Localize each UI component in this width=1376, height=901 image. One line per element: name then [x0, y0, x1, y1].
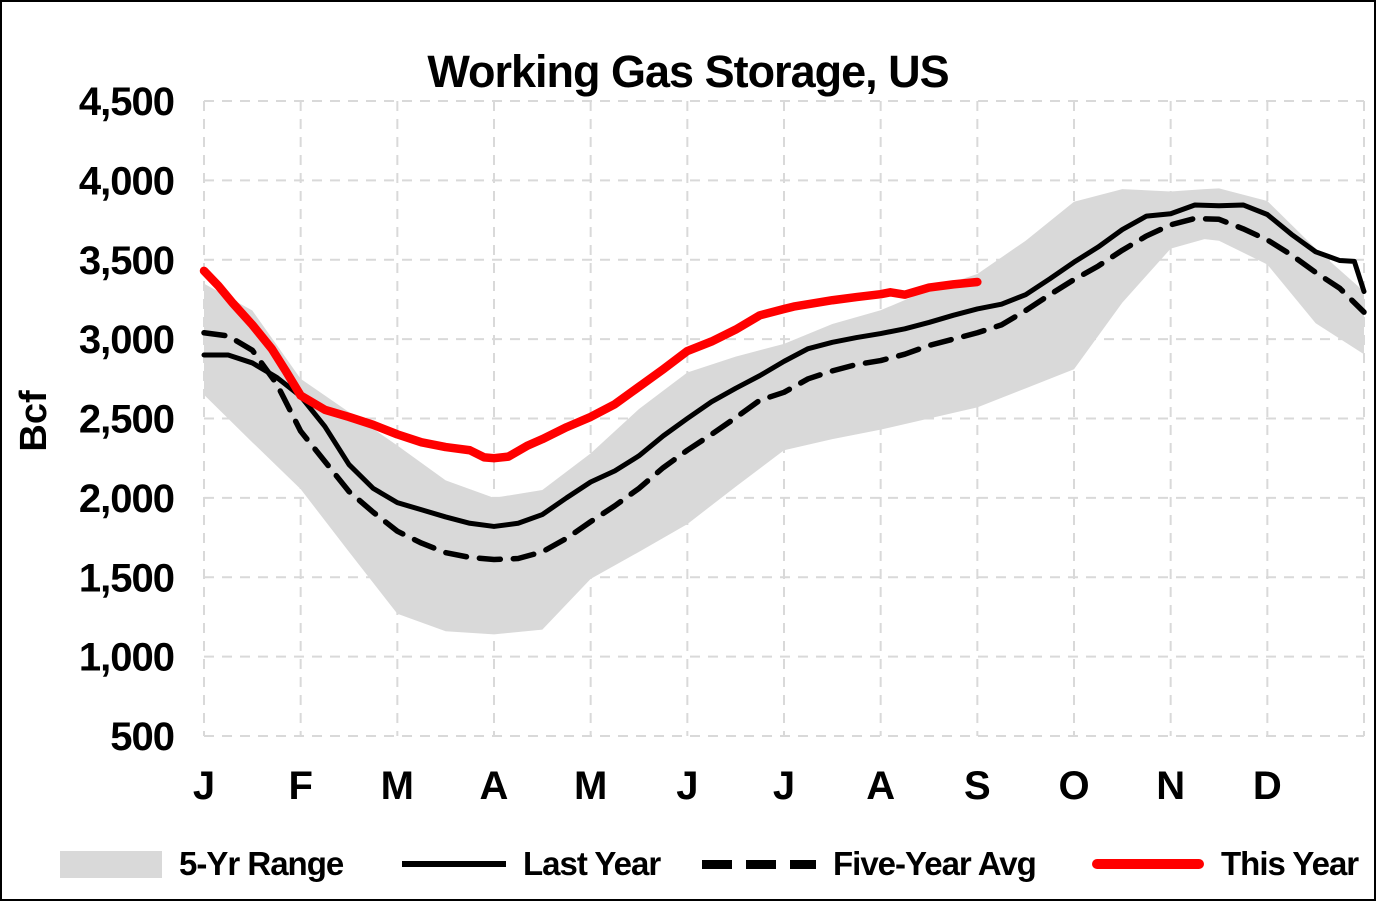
x-month-label: D [1253, 764, 1282, 808]
y-tick-label: 3,000 [79, 318, 174, 362]
x-month-label: J [676, 764, 698, 808]
series-5yr-range-band [204, 188, 1364, 635]
y-tick-label: 2,000 [79, 477, 174, 521]
band-swatch-icon [60, 850, 162, 878]
x-month-label: A [480, 764, 509, 808]
legend-label: This Year [1221, 845, 1359, 882]
legend-label: Five-Year Avg [833, 845, 1037, 882]
y-tick-label: 4,500 [79, 80, 174, 124]
x-month-label: F [288, 764, 312, 808]
x-month-label: J [193, 764, 215, 808]
legend-label: 5-Yr Range [179, 845, 344, 882]
series-last-year-line [201, 202, 1367, 529]
legend-label: Last Year [523, 845, 661, 882]
chart-title: Working Gas Storage, US [427, 46, 949, 97]
legend-item-this-year: This Year [1092, 840, 1359, 888]
y-tick-label: 3,500 [79, 239, 174, 283]
y-tick-label: 1,500 [79, 556, 174, 600]
thick-line-swatch-icon [1092, 859, 1204, 869]
legend-item-5yr-range: 5-Yr Range [60, 840, 344, 888]
legend-item-last-year: Last Year [402, 840, 661, 888]
y-tick-label: 1,000 [79, 636, 174, 680]
solid-line-swatch-icon [402, 861, 506, 867]
series-this-year-line [199, 266, 982, 463]
chart-legend: 5-Yr Range Last Year Five-Year Avg This … [2, 840, 1374, 888]
legend-item-five-year-avg: Five-Year Avg [702, 840, 1037, 888]
x-month-label: S [964, 764, 991, 808]
y-tick-label: 500 [110, 715, 174, 759]
dashed-line-swatch-icon [702, 859, 816, 869]
y-tick-label: 2,500 [79, 398, 174, 442]
x-month-label: M [574, 764, 607, 808]
x-month-label: O [1058, 764, 1089, 808]
series-five-year-avg-line [201, 215, 1367, 563]
x-month-label: J [773, 764, 795, 808]
x-month-label: N [1156, 764, 1185, 808]
y-tick-label: 4,000 [79, 159, 174, 203]
x-month-label: A [866, 764, 895, 808]
x-month-label: M [381, 764, 414, 808]
storage-chart-plot: 4,500 4,000 3,500 3,000 2,500 2,000 1,500 1,000… [79, 80, 1367, 808]
